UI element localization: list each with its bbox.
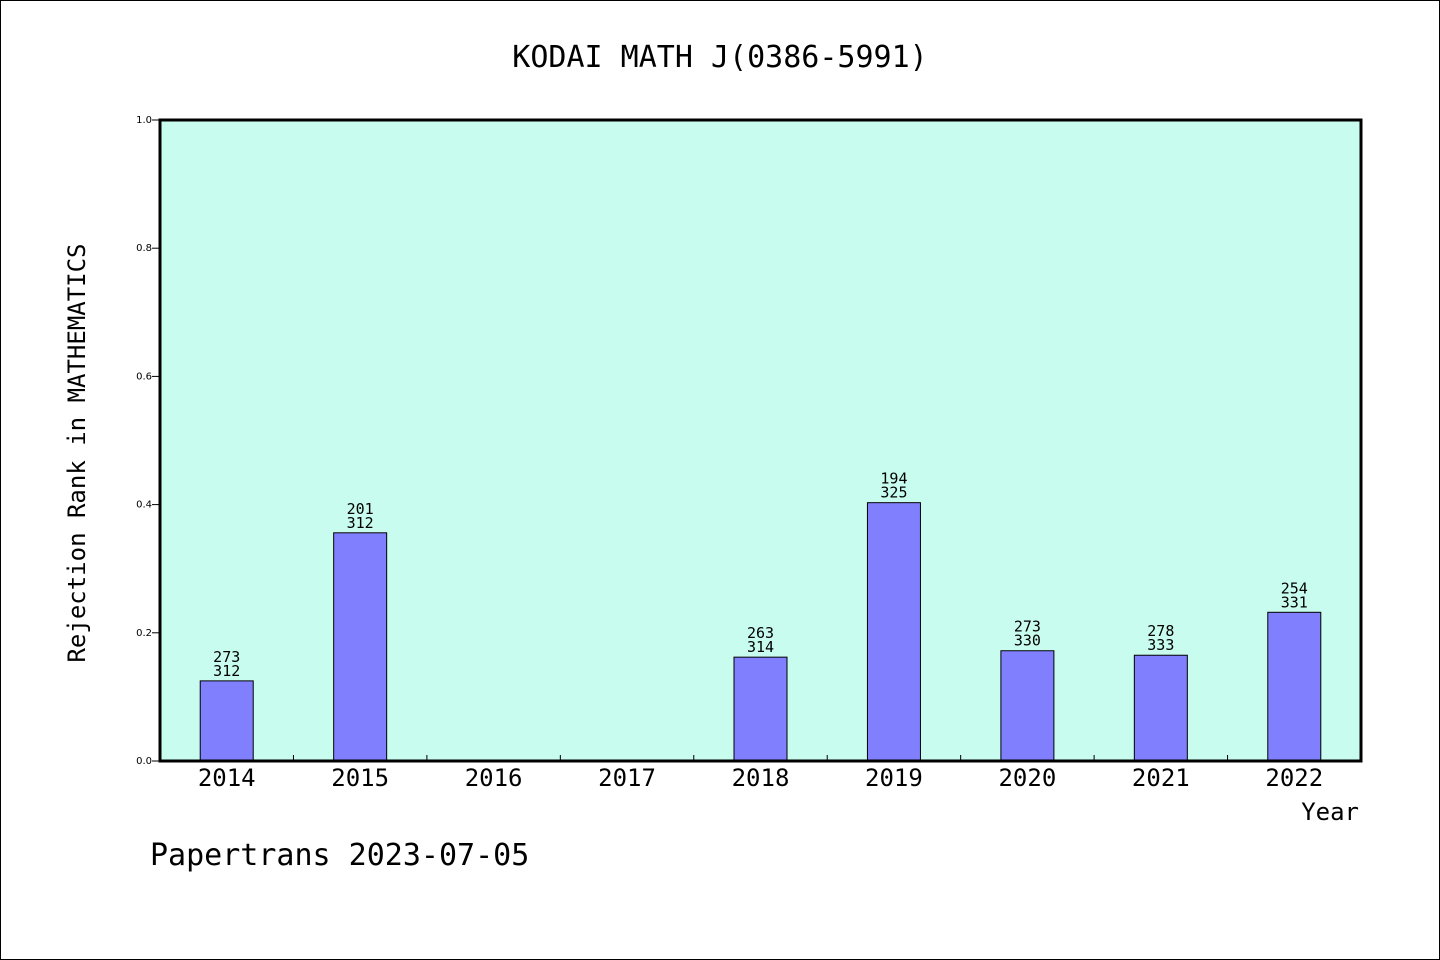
bar-label-bottom: 331 [1281, 593, 1308, 611]
y-tick-label: 0.6 [136, 371, 152, 382]
bar-label-bottom: 314 [747, 638, 774, 656]
bar-label-top: 273 [1014, 618, 1041, 636]
bar-2019 [866, 502, 921, 762]
bar-label-bottom: 325 [880, 484, 907, 502]
x-tick-label: 2021 [1132, 764, 1190, 792]
bar-2015 [333, 532, 388, 762]
y-tick-label: 0.0 [136, 756, 152, 767]
bar-2014 [199, 680, 254, 762]
x-tick-label: 2022 [1265, 764, 1323, 792]
bar-2020 [1000, 650, 1055, 762]
chart-title: KODAI MATH J(0386-5991) [512, 40, 927, 75]
x-tick-label: 2019 [865, 764, 923, 792]
footer-credit: Papertrans 2023-07-05 [150, 838, 529, 873]
bar-series: 2733122013122633141943252733302783332543… [199, 470, 1322, 762]
bar-label-top: 263 [747, 624, 774, 642]
bar-label-bottom: 312 [347, 514, 374, 532]
bar-label-top: 273 [213, 648, 240, 666]
bar-label-bottom: 333 [1147, 636, 1174, 654]
y-tick-label: 1.0 [136, 115, 152, 126]
bar-label-top: 201 [347, 500, 374, 518]
bar-label-bottom: 312 [213, 662, 240, 680]
y-tick-label: 0.4 [136, 500, 152, 511]
bar-label-top: 254 [1281, 579, 1308, 597]
y-axis: 0.0 0.2 0.4 0.6 0.8 1.0 [136, 115, 160, 767]
plot-border [158, 118, 1363, 763]
x-tick-label: 2018 [732, 764, 790, 792]
bar-2022 [1267, 611, 1322, 762]
y-tick-label: 0.2 [136, 628, 152, 639]
x-tick-label: 2017 [598, 764, 656, 792]
y-tick-label: 0.8 [136, 243, 152, 254]
y-axis-label: Rejection Rank in MATHEMATICS [63, 243, 91, 662]
x-axis-label: Year [1301, 798, 1359, 826]
bar-label-top: 194 [880, 470, 907, 488]
x-tick-label: 2020 [998, 764, 1056, 792]
x-tick-label: 2015 [331, 764, 389, 792]
x-tick-label: 2016 [465, 764, 523, 792]
bar-2021 [1133, 654, 1188, 762]
x-tick-label: 2014 [198, 764, 256, 792]
bar-2018 [733, 656, 788, 762]
x-axis: 2014 2015 2016 2017 2018 2019 2020 2021 2022 [198, 755, 1323, 792]
bar-label-top: 278 [1147, 622, 1174, 640]
bar-label-bottom: 330 [1014, 632, 1041, 650]
